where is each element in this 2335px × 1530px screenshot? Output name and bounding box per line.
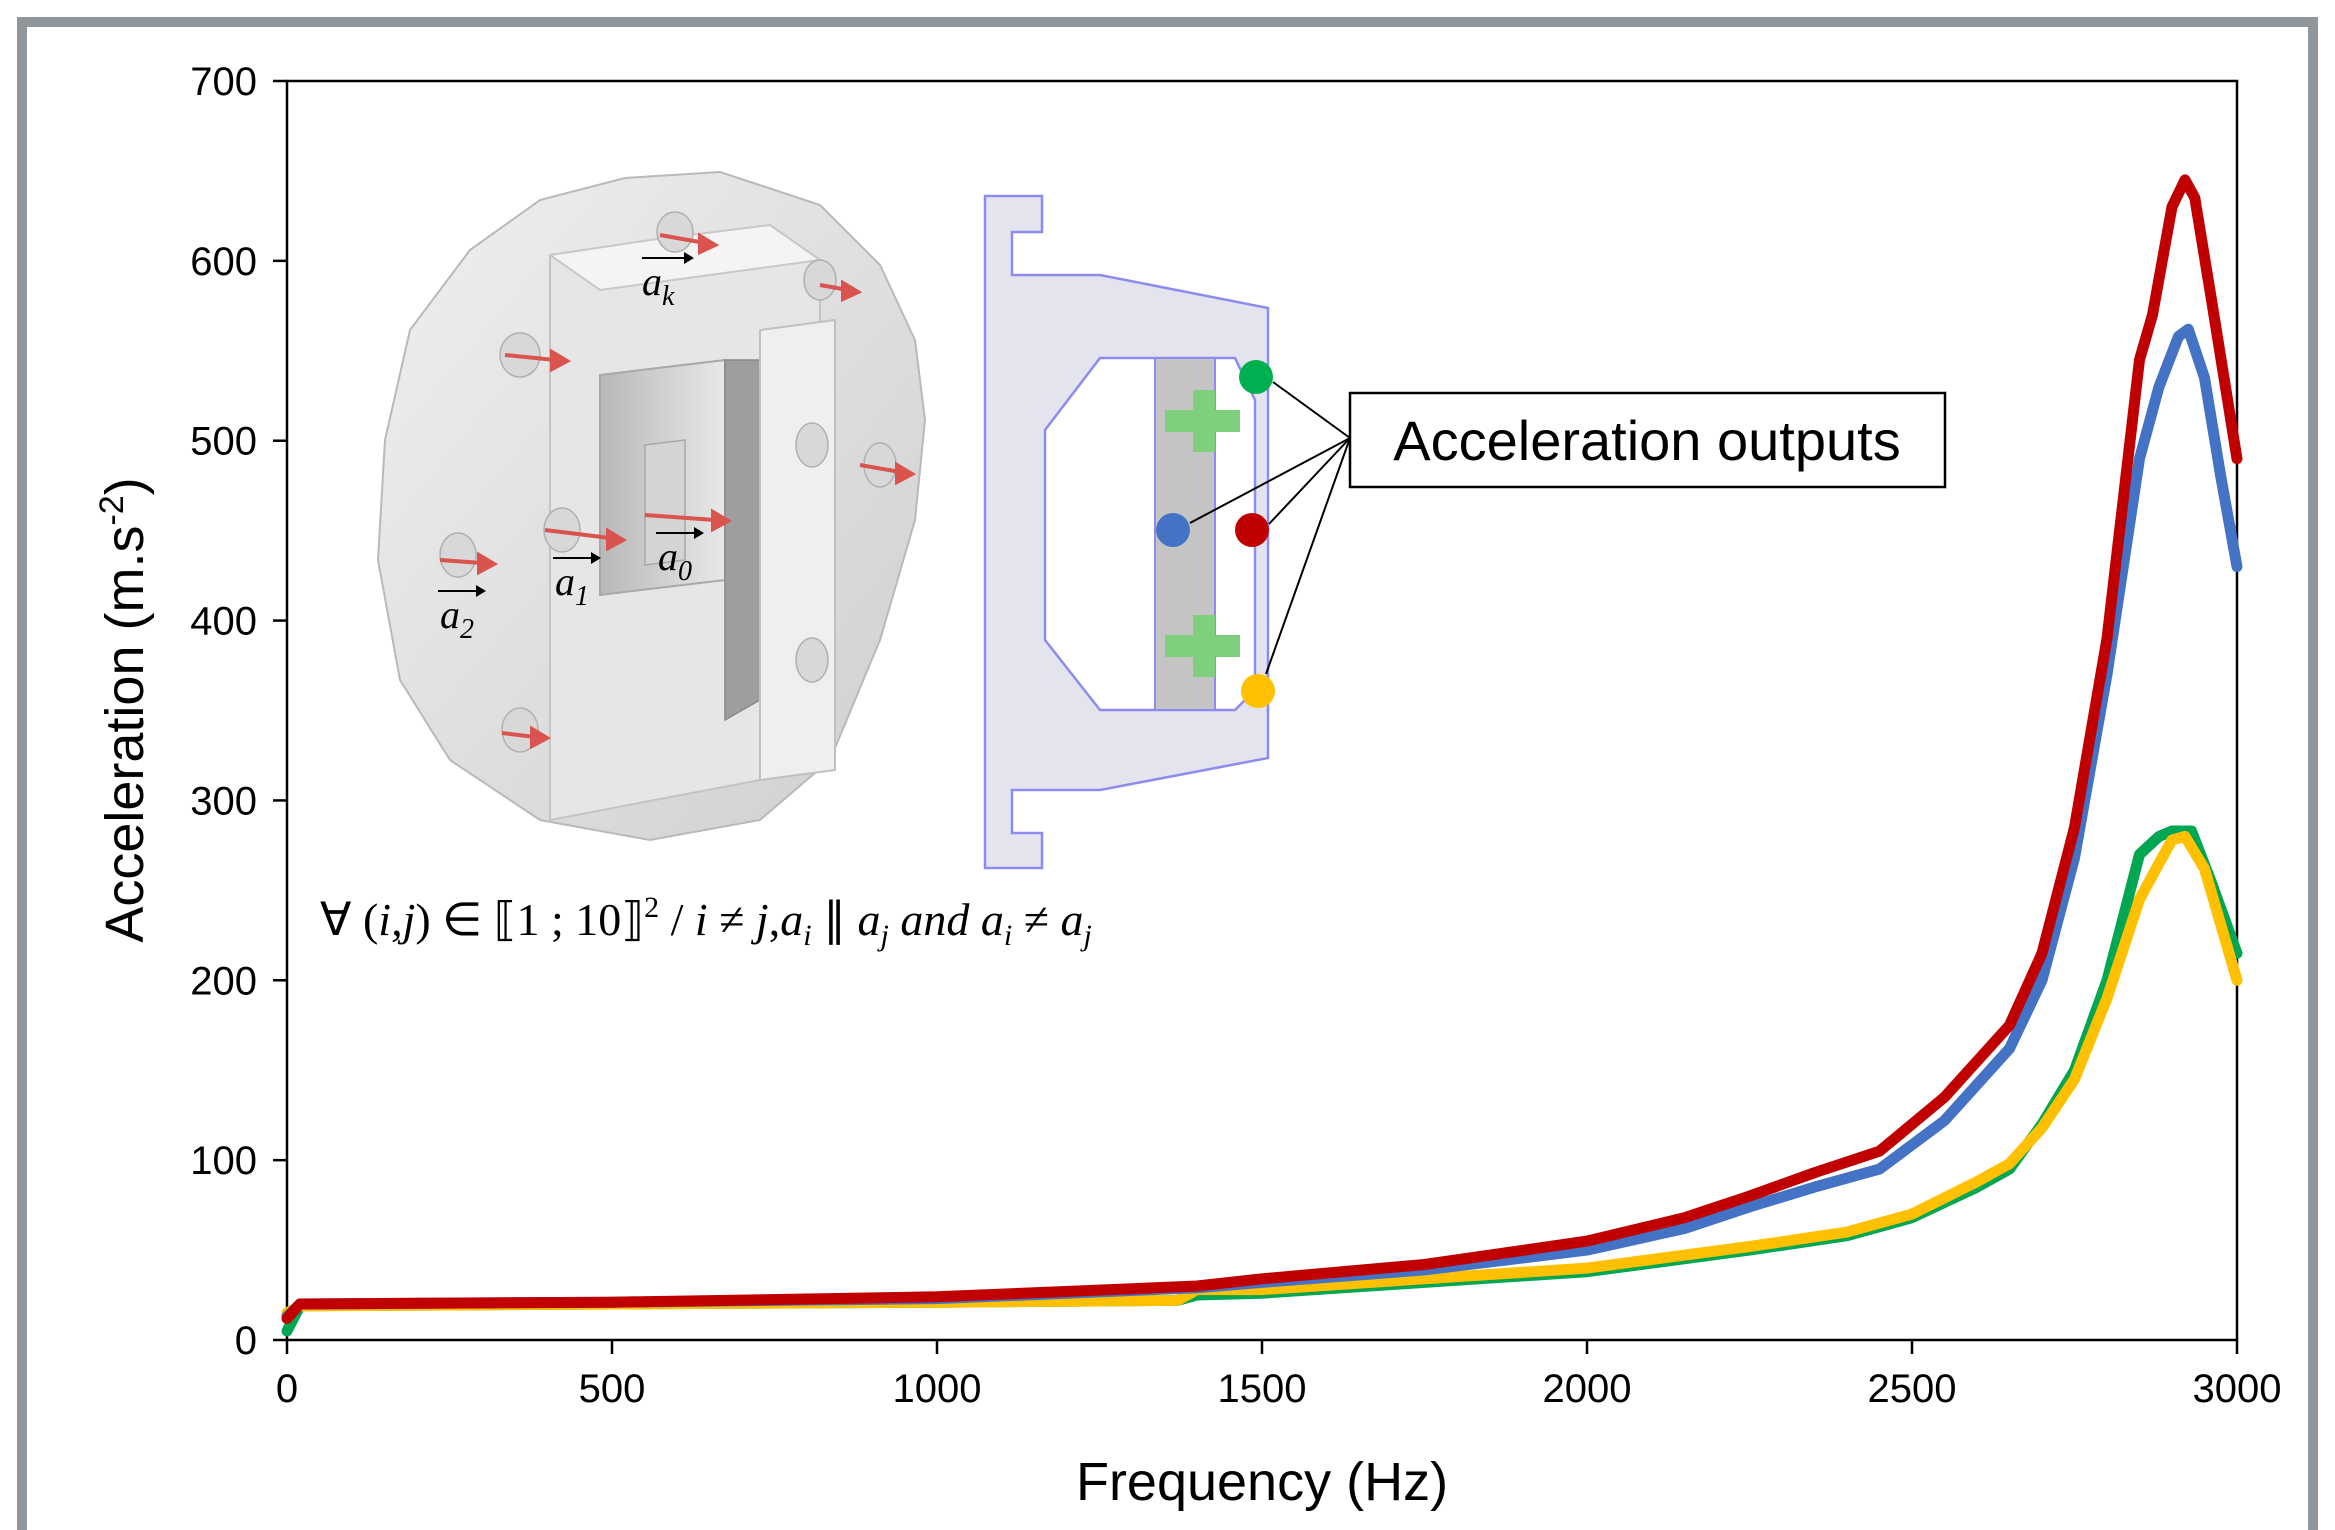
x-axis-ticks: 0 500 1000 1500 2000 2500 3000	[276, 1340, 2282, 1411]
y-axis-title-exponent: -2	[93, 495, 131, 525]
part-rail	[759, 318, 836, 782]
y-tick-label: 200	[190, 959, 257, 1003]
sensors	[1156, 360, 1275, 708]
y-axis-title: Acceleration (m.s-2)	[93, 477, 155, 942]
inset-3d-part: ak a0 a1 a2	[376, 170, 927, 842]
vector-label-a1: a1	[555, 559, 589, 612]
sensor-green	[1239, 360, 1273, 394]
series-lines	[281, 174, 2243, 1337]
y-axis-title-main: Acceleration (m.s	[95, 526, 155, 943]
vector-label-a0: a0	[658, 534, 692, 587]
y-tick-label: 300	[190, 779, 257, 823]
vector-labels: ak a0 a1 a2	[438, 252, 704, 645]
y-tick-label: 700	[190, 60, 257, 104]
y-axis-title-close: )	[95, 477, 155, 495]
sensor-blue	[1156, 513, 1190, 547]
formula: ∀ (i,j) ∈ ⟦1 ; 10⟧2 / i ≠ j,ai ∥ aj and …	[320, 891, 1092, 952]
x-tick-label: 1000	[893, 1367, 982, 1411]
sensor-yellow	[1241, 674, 1275, 708]
x-axis-title: Frequency (Hz)	[1076, 1452, 1448, 1512]
y-tick-label: 100	[190, 1139, 257, 1183]
callout-box	[1348, 391, 1947, 489]
section-springs	[1165, 390, 1240, 677]
y-tick-label: 0	[235, 1319, 257, 1363]
vector-arrows	[439, 232, 917, 750]
callout-leaders	[1189, 381, 1351, 675]
sensor-red	[1235, 513, 1269, 547]
x-tick-label: 0	[276, 1367, 298, 1411]
vector-label-a2: a2	[440, 592, 474, 645]
vector-label-ak: ak	[642, 259, 675, 312]
y-tick-label: 600	[190, 240, 257, 284]
x-tick-label: 500	[579, 1367, 646, 1411]
part-holes	[439, 211, 897, 753]
series-line-0	[281, 174, 2243, 1324]
outer-border	[17, 17, 2318, 1530]
y-tick-label: 400	[190, 600, 257, 644]
y-axis-ticks: 0 100 200 300 400 500 600 700	[190, 60, 287, 1363]
y-tick-label: 500	[190, 420, 257, 464]
x-tick-label: 3000	[2193, 1367, 2282, 1411]
inset-cross-section: Acceleration outputs	[983, 194, 1947, 870]
x-tick-label: 2000	[1543, 1367, 1632, 1411]
part-slot-shadow	[724, 359, 761, 722]
callout-label: Acceleration outputs	[1393, 409, 1900, 472]
x-tick-label: 2500	[1868, 1367, 1957, 1411]
series-line-3	[281, 830, 2243, 1319]
x-tick-label: 1500	[1218, 1367, 1307, 1411]
